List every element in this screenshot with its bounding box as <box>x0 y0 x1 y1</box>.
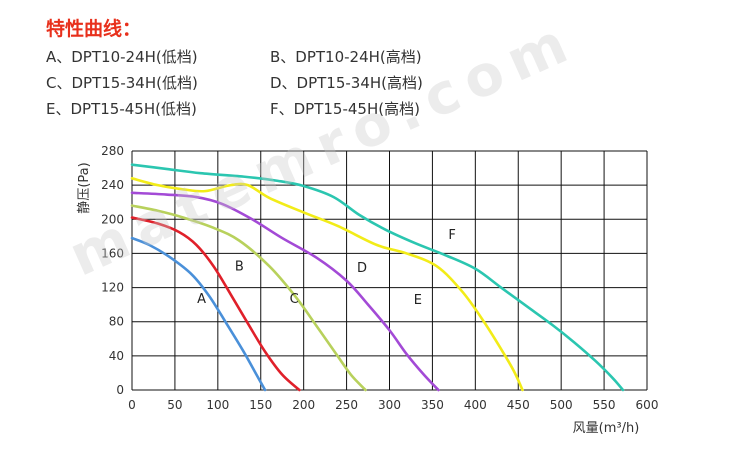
x-tick-label: 500 <box>550 398 573 412</box>
curve-f <box>130 163 625 392</box>
x-tick-label: 250 <box>335 398 358 412</box>
y-tick-label: 200 <box>101 212 124 226</box>
x-tick-label: 400 <box>464 398 487 412</box>
y-tick-label: 280 <box>101 144 124 158</box>
curve-a <box>130 236 267 392</box>
y-tick-label: 0 <box>116 383 124 397</box>
x-tick-label: 350 <box>421 398 444 412</box>
y-tick-label: 80 <box>109 315 124 329</box>
legend-item-c: C、DPT15-34H(低档) <box>46 74 198 92</box>
x-tick-label: 50 <box>167 398 182 412</box>
y-tick-label: 160 <box>101 246 124 260</box>
curve-label-a: A <box>197 292 206 307</box>
x-tick-label: 0 <box>128 398 136 412</box>
x-axis-label: 风量(m³/h) <box>573 421 640 436</box>
curve-label-e: E <box>414 293 422 308</box>
curve-label-b: B <box>235 260 244 275</box>
x-tick-label: 450 <box>507 398 530 412</box>
y-tick-label: 40 <box>109 349 124 363</box>
curve-label-f: F <box>448 228 455 243</box>
legend-item-e: E、DPT15-45H(低档) <box>46 100 197 118</box>
curve-b <box>130 216 301 392</box>
x-tick-label: 150 <box>249 398 272 412</box>
legend-item-b: B、DPT10-24H(高档) <box>270 48 422 66</box>
chart-title: 特性曲线： <box>46 18 142 40</box>
curve-label-c: C <box>290 292 299 307</box>
curve-e <box>130 177 524 392</box>
curve-d <box>130 191 440 392</box>
x-tick-label: 100 <box>206 398 229 412</box>
curve-label-d: D <box>357 261 367 276</box>
x-tick-label: 200 <box>292 398 315 412</box>
y-tick-label: 120 <box>101 281 124 295</box>
x-tick-label: 550 <box>593 398 616 412</box>
legend-item-d: D、DPT15-34H(高档) <box>270 74 423 92</box>
curve-c <box>130 204 367 392</box>
legend-item-a: A、DPT10-24H(低档) <box>46 48 198 66</box>
x-tick-label: 600 <box>636 398 659 412</box>
y-axis-label: 静压(Pa) <box>77 162 92 213</box>
legend-item-f: F、DPT15-45H(高档) <box>270 100 420 118</box>
x-tick-label: 300 <box>378 398 401 412</box>
y-tick-label: 240 <box>101 178 124 192</box>
